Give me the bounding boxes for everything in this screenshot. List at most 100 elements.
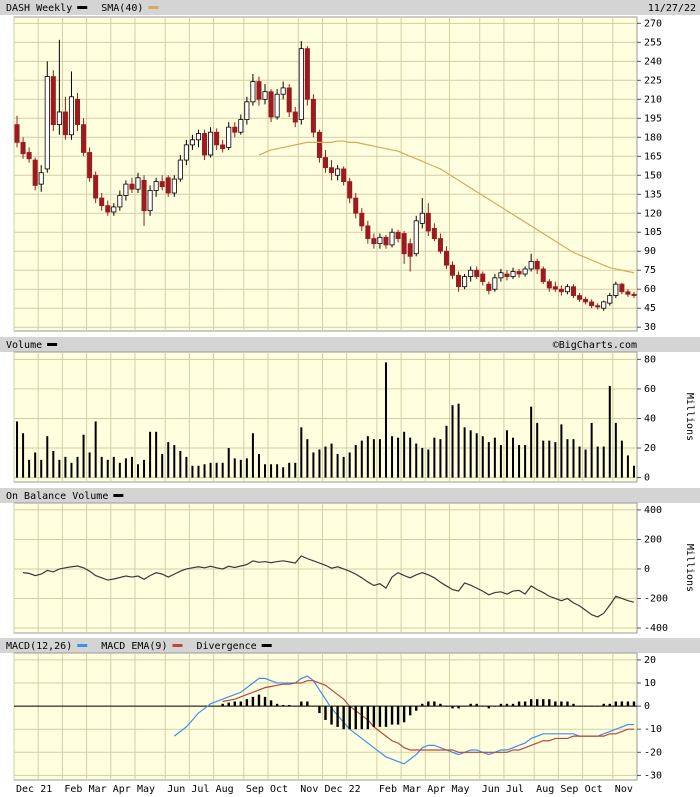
bar bbox=[457, 403, 460, 478]
bar bbox=[378, 706, 382, 727]
bar bbox=[143, 459, 146, 478]
x-tick-label: Jul bbox=[506, 784, 524, 795]
bar bbox=[548, 699, 551, 707]
bar bbox=[524, 445, 527, 478]
credit: ©BigCharts.com bbox=[553, 340, 637, 351]
candle-body bbox=[619, 283, 625, 293]
candle-body bbox=[268, 91, 274, 118]
candle-body bbox=[141, 179, 147, 212]
bar bbox=[421, 703, 424, 707]
bar bbox=[463, 427, 466, 478]
candle-body bbox=[359, 212, 365, 227]
y-tick-label: 80 bbox=[644, 354, 656, 365]
bar bbox=[34, 452, 37, 478]
candle-body bbox=[552, 286, 558, 290]
candle-body bbox=[111, 206, 117, 213]
candle-body bbox=[20, 141, 26, 155]
bar bbox=[372, 706, 376, 727]
bar bbox=[596, 706, 599, 707]
bar bbox=[324, 446, 327, 478]
bar bbox=[227, 702, 230, 707]
bar bbox=[542, 440, 545, 478]
legend-label: On Balance Volume bbox=[6, 491, 108, 502]
legend-swatch bbox=[113, 494, 124, 497]
candle-body bbox=[522, 268, 528, 275]
bar bbox=[354, 445, 357, 478]
bar bbox=[554, 701, 557, 707]
bar bbox=[257, 453, 260, 478]
candle-body bbox=[425, 212, 431, 232]
bar bbox=[384, 362, 387, 478]
bar bbox=[306, 439, 309, 478]
bar bbox=[239, 701, 243, 707]
bar bbox=[94, 421, 97, 478]
candle-body bbox=[232, 126, 238, 133]
bar bbox=[330, 443, 333, 478]
candle-body bbox=[56, 111, 62, 126]
bar bbox=[572, 439, 575, 478]
x-tick-label: Oct bbox=[270, 784, 288, 795]
candle-body bbox=[322, 157, 329, 169]
bar bbox=[173, 445, 176, 478]
candle-body bbox=[214, 131, 220, 146]
bar bbox=[451, 405, 454, 478]
bar bbox=[402, 706, 406, 723]
bar bbox=[554, 442, 557, 478]
candle-body bbox=[62, 111, 68, 136]
x-tick-label: 22 bbox=[349, 784, 361, 795]
y-tick-label: 90 bbox=[644, 246, 656, 257]
x-tick-label: May bbox=[451, 784, 469, 795]
candle-body bbox=[226, 126, 232, 148]
line bbox=[173, 675, 634, 765]
candle-body bbox=[292, 111, 298, 123]
x-tick-label: Dec bbox=[324, 784, 342, 795]
bar bbox=[336, 706, 339, 727]
bar bbox=[572, 703, 575, 707]
candle-body bbox=[14, 124, 20, 143]
x-tick-label: Sep bbox=[560, 784, 578, 795]
bar bbox=[209, 462, 212, 478]
bar bbox=[354, 706, 357, 730]
bar bbox=[487, 442, 490, 478]
bar bbox=[475, 703, 478, 707]
candle-body bbox=[129, 183, 135, 190]
bar bbox=[439, 703, 442, 707]
bar bbox=[433, 701, 436, 707]
candle-body bbox=[607, 295, 613, 304]
bar bbox=[535, 699, 539, 707]
bar bbox=[215, 462, 218, 478]
bar bbox=[82, 434, 85, 478]
candle-body bbox=[419, 212, 425, 224]
candle-body bbox=[486, 283, 492, 291]
candle-body bbox=[437, 238, 443, 252]
bar bbox=[300, 701, 303, 707]
bar bbox=[602, 703, 605, 707]
bar bbox=[70, 462, 73, 478]
bar bbox=[421, 448, 424, 478]
bar bbox=[427, 449, 430, 478]
y-tick-label: 180 bbox=[644, 132, 662, 143]
y-tick-label: 0 bbox=[644, 701, 650, 712]
candle-body bbox=[401, 233, 407, 255]
bar bbox=[330, 706, 333, 725]
bar bbox=[245, 699, 249, 707]
y-tick-label: -10 bbox=[644, 724, 662, 735]
bar bbox=[614, 701, 618, 707]
candle-body bbox=[431, 228, 437, 239]
bar bbox=[76, 456, 79, 478]
plot-area bbox=[13, 502, 638, 634]
bar bbox=[191, 465, 194, 478]
candle-body bbox=[183, 144, 189, 161]
bar bbox=[227, 448, 230, 478]
bar bbox=[632, 701, 636, 707]
candle-body bbox=[546, 281, 552, 289]
bar bbox=[221, 462, 224, 478]
bar bbox=[124, 458, 127, 478]
candle-body bbox=[244, 101, 250, 120]
bar bbox=[415, 443, 418, 478]
bar bbox=[614, 422, 617, 478]
bar bbox=[348, 706, 351, 730]
candle-body bbox=[81, 124, 87, 153]
candle-body bbox=[407, 243, 413, 257]
